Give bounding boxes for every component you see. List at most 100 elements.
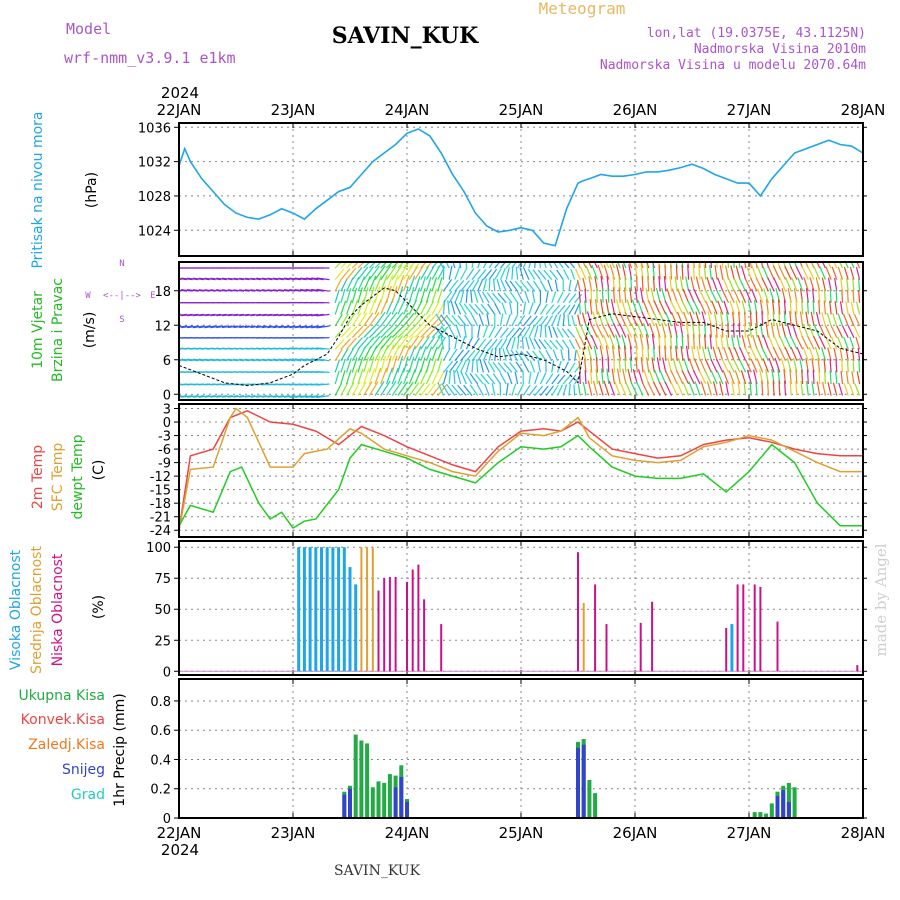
wind-barb [587,380,593,396]
wind-barb [719,265,724,280]
precip-panel: Ukupna Kisa Konvek.Kisa Zaledj.Kisa Snij… [18,678,867,827]
snow-bar [775,796,780,818]
wind-barb [221,325,233,329]
wind-barb [612,275,616,292]
wind-barb [750,358,758,373]
wind-barb [380,380,391,396]
precip-unit: 1hr Precip (mm) [112,693,128,806]
wind-barb [397,324,411,339]
wind-barb [414,382,425,396]
wind-barb [838,382,844,396]
wind-barb [397,286,404,303]
wind-barb [714,265,718,280]
wind-barb [813,266,821,280]
wind-barb [591,264,598,280]
wind-barb [261,358,273,362]
wind-barb [380,335,393,350]
wind-barb [707,346,712,361]
wind-barb [386,262,394,269]
wind-barb [357,336,369,350]
wind-barb [511,314,519,327]
wind-barb [795,335,804,350]
wind-barb [852,289,855,303]
wind-barb [615,334,621,350]
wind-barb [368,298,377,315]
high_cloud-bar [314,547,318,672]
wind-barb [712,346,718,361]
wind-barb [613,323,621,338]
wind-barb [457,315,467,327]
wind-barb [437,358,443,373]
wind-barb [479,359,484,373]
wind-barb [539,262,541,269]
wind-barb [643,369,650,385]
wind-barb [494,268,502,280]
wind-barb [706,381,712,396]
wind-barb [776,322,781,338]
wind-barb [425,288,432,303]
wind-barb [845,301,849,315]
wind-barb [662,357,667,373]
wind-barb [606,368,610,385]
wind-barb [283,395,296,398]
wind-barb [431,326,443,339]
wind-barb [414,265,424,280]
wind-barb [795,369,798,385]
wind-barb [494,326,503,338]
wind-barb [477,324,481,338]
wind-barb [618,323,627,338]
wind-barb [698,262,701,269]
wind-barb [363,286,369,303]
total_rain-bar [758,812,763,818]
wind-barb [227,358,239,362]
wind-barb [623,287,627,303]
hail-legend: Grad [71,787,105,803]
wind-barb [723,300,730,315]
mid-cloud-ylabel: Srednja Oblacnost [29,546,45,674]
wind-barb [351,381,361,396]
wind-barb [683,311,690,327]
wind-barb [408,356,415,373]
wind-barb [827,277,832,292]
wind-barb [849,336,855,350]
wind-barb [501,302,507,315]
wind-barb [186,395,199,398]
wind-barb [640,262,644,269]
wind-barb [300,395,313,398]
wind-barb [340,300,347,315]
wind-barb [725,265,730,280]
wind-barb [715,322,718,338]
wind-barb [810,311,815,327]
wind-barb [767,265,775,280]
wind-barb [294,289,307,292]
wind-barb [687,264,690,280]
wind-barb [772,346,781,362]
wind-barb [239,395,250,398]
wind-barb [693,300,701,315]
wind-barb [598,380,604,396]
wind-barb [858,359,861,373]
wind-barb [659,369,667,385]
wind-barb [711,277,718,292]
wind-barb [756,265,764,280]
high_cloud-bar [297,547,301,672]
y-tick-label: 1036 [138,121,171,136]
wind-barb [690,276,695,292]
wind-barb [459,262,462,269]
wind-barb [710,262,712,269]
wind-barb [627,368,633,385]
wind-barb [552,349,559,362]
wind-barb [749,311,752,327]
wind-barb [437,314,448,327]
wind-barb [250,289,262,292]
wind-barb [516,291,524,304]
high_cloud-bar [320,547,323,672]
wind-barb [340,278,348,292]
wind-barb [505,327,515,338]
wind-barb [204,358,216,362]
wind-barb [532,350,541,362]
wind-barb [528,302,534,315]
wind-barb [305,325,319,329]
wind-barb [634,262,638,269]
wind-barb [822,381,826,396]
